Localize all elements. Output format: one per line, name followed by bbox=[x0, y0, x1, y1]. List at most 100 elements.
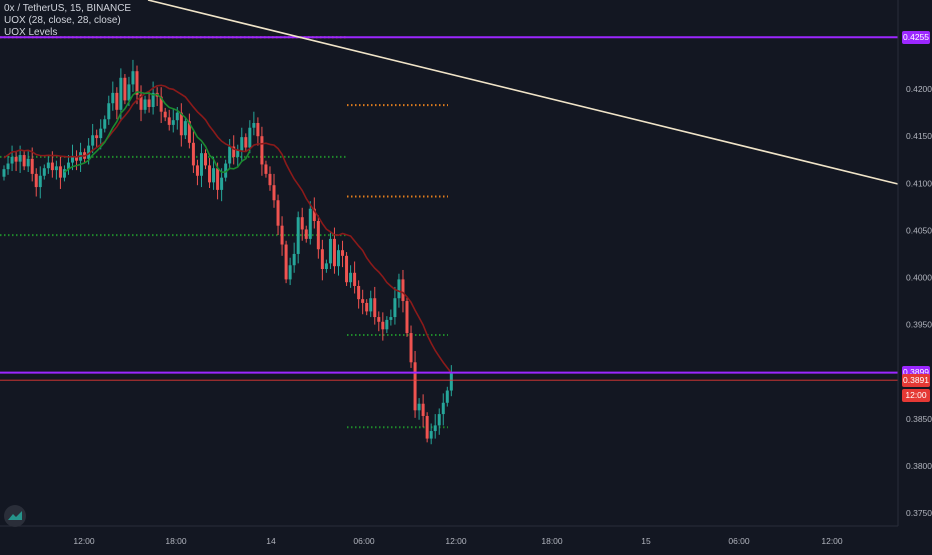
y-tick-label: 0.3800 bbox=[906, 461, 932, 471]
chart-legend: 0x / TetherUS, 15, BINANCE UOX (28, clos… bbox=[4, 3, 131, 39]
candle-body bbox=[115, 92, 119, 110]
candle-body bbox=[236, 150, 240, 157]
candle-body bbox=[276, 200, 280, 226]
x-tick-label: 12:00 bbox=[821, 536, 843, 546]
ma-short-line bbox=[63, 90, 251, 174]
candle-body bbox=[405, 301, 409, 334]
overlay-lines bbox=[0, 0, 899, 381]
candle-body bbox=[373, 298, 377, 318]
candle-body bbox=[328, 238, 332, 264]
candle-body bbox=[183, 121, 187, 136]
indicator-uox[interactable]: UOX (28, close, 28, close) bbox=[4, 15, 121, 26]
candle-body bbox=[449, 372, 453, 391]
candle-body bbox=[316, 220, 320, 250]
candle-body bbox=[224, 163, 228, 178]
candle-body bbox=[95, 135, 99, 139]
candle-body bbox=[292, 253, 296, 266]
candle-body bbox=[381, 321, 385, 330]
candle-body bbox=[433, 425, 437, 432]
candle-body bbox=[151, 92, 155, 107]
candle-body bbox=[175, 112, 179, 121]
candle-body bbox=[361, 299, 365, 303]
candle-body bbox=[131, 71, 135, 85]
x-tick-label: 18:00 bbox=[165, 536, 187, 546]
moving-average-lines bbox=[3, 84, 452, 374]
y-tick-label: 0.4050 bbox=[906, 225, 932, 235]
candle-body bbox=[18, 155, 22, 162]
candle-body bbox=[389, 317, 393, 320]
candle-body bbox=[54, 166, 58, 171]
price-tag: 0.4255 bbox=[902, 30, 930, 44]
candle-body bbox=[220, 177, 224, 190]
candle-body bbox=[244, 137, 248, 148]
candle-body bbox=[353, 272, 357, 286]
candle-body bbox=[216, 168, 220, 190]
candle-body bbox=[264, 164, 268, 174]
candle-body bbox=[308, 208, 312, 239]
candle-body bbox=[30, 158, 34, 174]
y-tick-label: 0.3850 bbox=[906, 414, 932, 424]
candle-body bbox=[320, 249, 324, 270]
candle-body bbox=[304, 229, 308, 239]
candle-body bbox=[437, 414, 441, 426]
candle-body bbox=[232, 146, 236, 157]
trendline bbox=[147, 0, 899, 185]
candle-body bbox=[75, 155, 79, 161]
candle-body bbox=[159, 96, 163, 112]
candle-body bbox=[191, 142, 195, 166]
candle-body bbox=[71, 155, 75, 163]
candle-body bbox=[14, 156, 18, 162]
candle-body bbox=[417, 403, 421, 411]
candle-body bbox=[425, 415, 429, 439]
candle-body bbox=[441, 402, 445, 415]
candle-body bbox=[421, 403, 425, 416]
candle-body bbox=[284, 244, 288, 280]
candle-body bbox=[143, 99, 147, 110]
candle-body bbox=[195, 165, 199, 176]
candle-body bbox=[332, 238, 336, 267]
candle-body bbox=[345, 255, 349, 283]
candle-body bbox=[22, 155, 26, 167]
candle-body bbox=[127, 84, 131, 101]
y-tick-label: 0.4200 bbox=[906, 84, 932, 94]
level-lines bbox=[0, 36, 448, 429]
candle-body bbox=[163, 111, 167, 118]
candle-body bbox=[401, 279, 405, 302]
candle-body bbox=[413, 362, 417, 411]
candle-body bbox=[248, 127, 252, 148]
candle-body bbox=[204, 153, 207, 166]
x-tick-label: 06:00 bbox=[728, 536, 750, 546]
candle-body bbox=[135, 71, 139, 95]
candle-series bbox=[2, 59, 453, 445]
candle-body bbox=[123, 77, 127, 101]
indicator-uox-levels[interactable]: UOX Levels bbox=[4, 27, 58, 38]
candle-body bbox=[349, 272, 353, 283]
candle-body bbox=[147, 99, 151, 107]
x-tick-label: 06:00 bbox=[353, 536, 375, 546]
price-tag: 12:00 bbox=[902, 388, 930, 402]
candle-body bbox=[103, 119, 107, 129]
candle-body bbox=[111, 92, 115, 104]
candle-body bbox=[369, 298, 373, 312]
candle-body bbox=[272, 185, 276, 201]
candle-body bbox=[212, 168, 216, 183]
y-tick-label: 0.4000 bbox=[906, 273, 932, 283]
candle-body bbox=[228, 146, 232, 164]
candle-body bbox=[167, 117, 171, 125]
candle-body bbox=[91, 135, 95, 146]
x-tick-label: 12:00 bbox=[445, 536, 467, 546]
y-tick-label: 0.4100 bbox=[906, 178, 932, 188]
candle-body bbox=[336, 250, 340, 267]
symbol-title[interactable]: 0x / TetherUS, 15, BINANCE bbox=[4, 3, 132, 14]
x-tick-label: 12:00 bbox=[73, 536, 95, 546]
tradingview-logo-icon[interactable] bbox=[4, 505, 26, 527]
candle-body bbox=[187, 121, 191, 143]
y-tick-label: 0.4150 bbox=[906, 131, 932, 141]
candle-body bbox=[46, 162, 50, 169]
candle-body bbox=[87, 145, 91, 159]
candle-body bbox=[58, 166, 62, 178]
candle-body bbox=[10, 156, 14, 164]
candle-body bbox=[385, 319, 389, 330]
